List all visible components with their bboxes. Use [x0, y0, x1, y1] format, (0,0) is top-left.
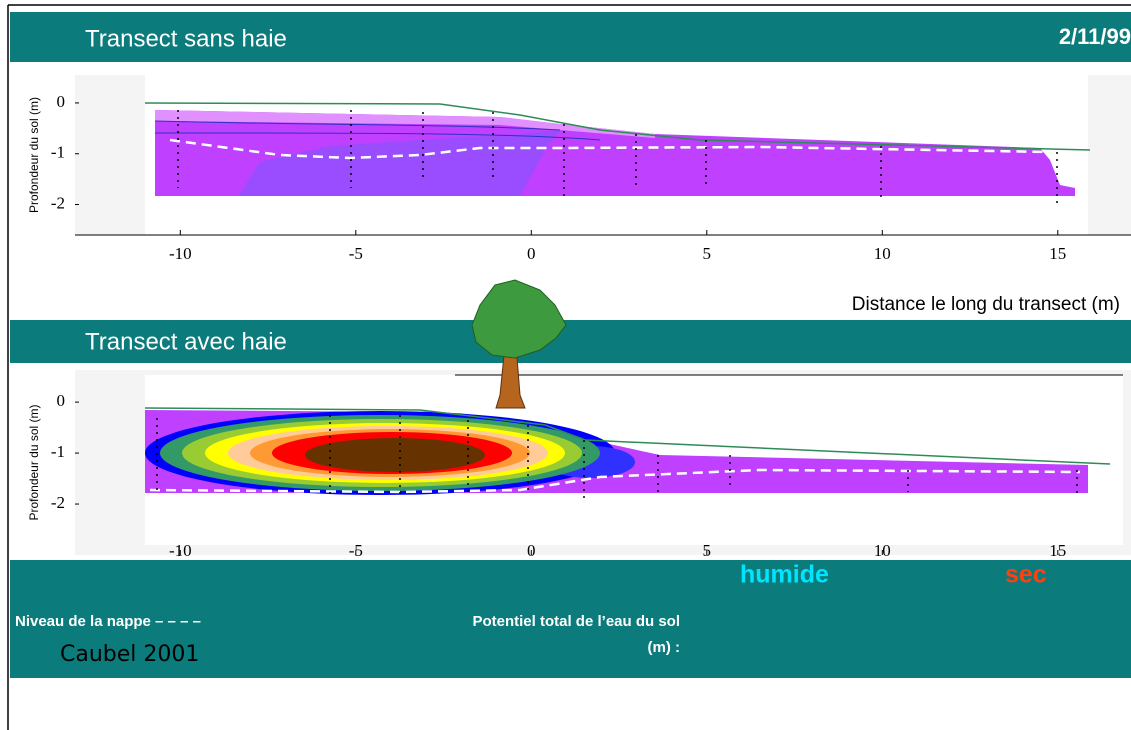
y-axis-label: Profondeur du sol (m) — [27, 404, 41, 520]
y-tick-label: 0 — [57, 92, 66, 111]
y-tick-label: -2 — [51, 193, 65, 212]
y-axis-label: Profondeur du sol (m) — [27, 97, 41, 213]
legend-bar — [10, 560, 1131, 678]
x-tick-label: 0 — [527, 244, 536, 263]
x-tick-label: 5 — [703, 541, 712, 560]
date: 2/11/99 — [1059, 24, 1131, 49]
x-tick-label: -10 — [169, 541, 192, 560]
y-tick-label: -1 — [51, 143, 65, 162]
contour-line — [154, 120, 601, 141]
y-tick-label: -2 — [51, 493, 65, 512]
water-table — [149, 468, 1081, 494]
chart-title: Transect avec haie — [85, 328, 287, 355]
x-tick-label: -5 — [349, 541, 363, 560]
water-table-label: Niveau de la nappe – – – – — [15, 613, 201, 630]
tree — [471, 279, 567, 409]
x-axis-label: Distance le long du transect (m) — [852, 294, 1120, 315]
colorbar-title: Potentiel total de l’eau du sol — [472, 613, 680, 630]
high-label: sec — [1005, 561, 1047, 589]
contour-region — [238, 130, 560, 196]
low-label: humide — [740, 561, 829, 589]
x-tick-label: 5 — [703, 244, 712, 263]
probes — [156, 415, 1078, 498]
contour-region — [155, 110, 655, 138]
ground-surface — [144, 407, 1111, 465]
y-tick-label: -1 — [51, 442, 65, 461]
water-table — [169, 138, 1051, 160]
credit: Caubel 2001 — [60, 642, 199, 667]
chart-title: Transect sans haie — [85, 25, 287, 52]
x-tick-label: 0 — [527, 541, 536, 560]
contour-region — [305, 438, 485, 472]
title-bar — [10, 12, 1131, 62]
x-tick-label: 10 — [874, 244, 891, 263]
x-tick-label: -10 — [169, 244, 192, 263]
x-tick-label: 15 — [1049, 244, 1066, 263]
x-tick-label: 15 — [1049, 541, 1066, 560]
colorbar-unit: (m) : — [648, 639, 681, 656]
title-bar — [10, 320, 1131, 363]
ground-surface — [144, 102, 1091, 151]
x-tick-label: -5 — [349, 244, 363, 263]
x-tick-label: 10 — [874, 541, 891, 560]
y-tick-label: 0 — [57, 391, 66, 410]
probes — [177, 110, 1058, 204]
